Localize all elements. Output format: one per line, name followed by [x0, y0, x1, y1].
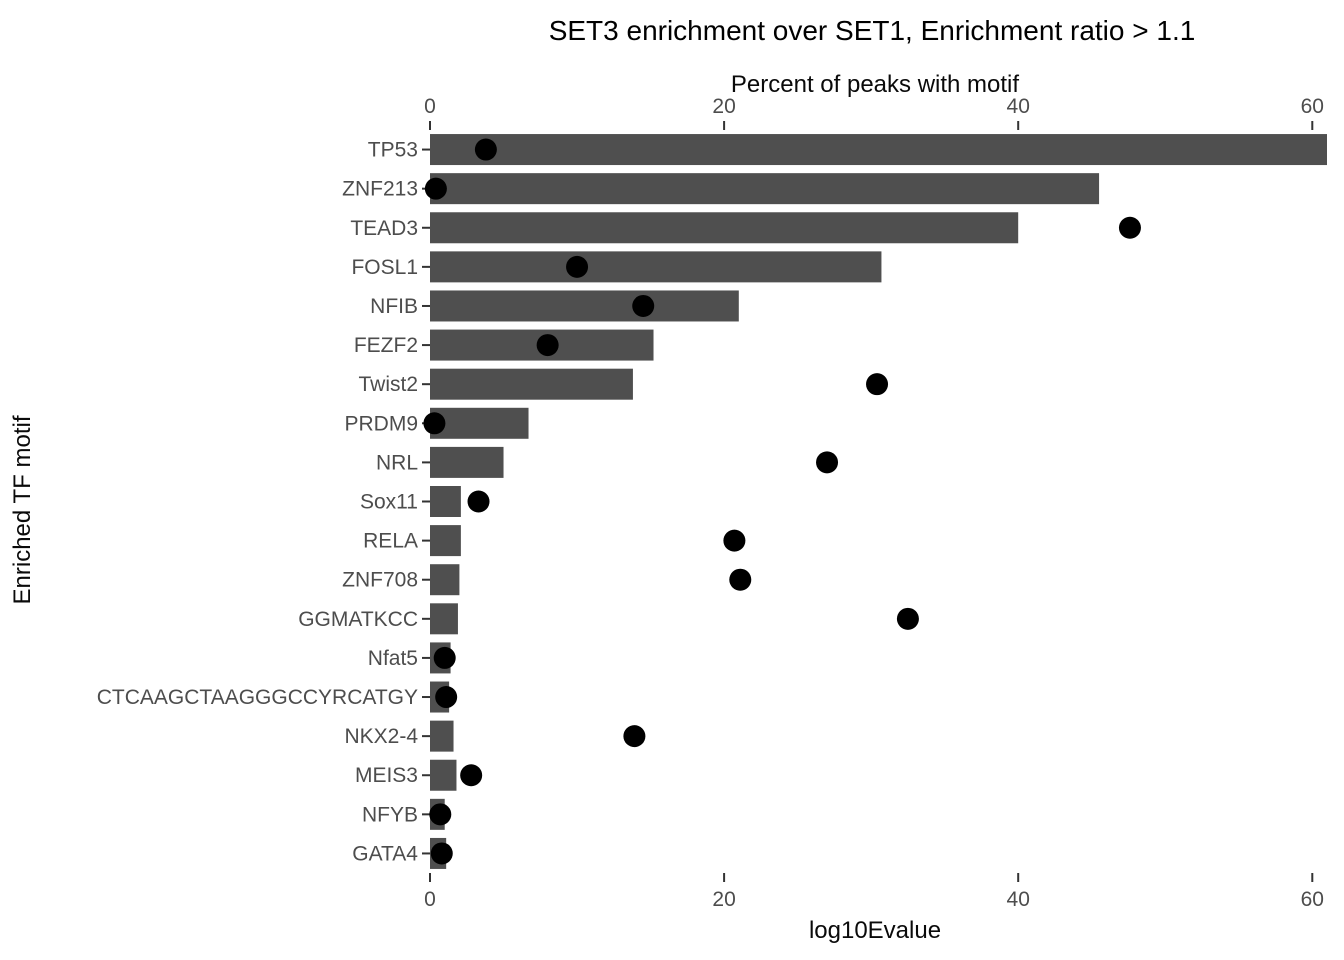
bottom-axis-tick-label: 20 [712, 888, 735, 911]
top-axis-tick-label: 20 [712, 95, 735, 118]
plot-area: 0 0 20 20 40 40 60 60 TP53 ZNF213 TEAD3 FOSL1 NFIB FE… [97, 95, 1327, 911]
bottom-axis-tick-label: 0 [424, 888, 436, 911]
bar-RELA [430, 525, 461, 557]
bar-FOSL1 [430, 251, 882, 283]
point-PRDM9 [423, 412, 446, 435]
category-label: Sox11 [360, 491, 418, 514]
bar-Twist2 [430, 368, 633, 400]
category-label: FEZF2 [354, 334, 418, 357]
category-label: GGMATKCC [298, 608, 418, 631]
point-ZNF708 [729, 568, 752, 591]
point-CTCAAGCTAAGGGCCYRCATGY [435, 686, 458, 709]
category-label: RELA [363, 530, 418, 553]
bottom-axis-tick-label: 40 [1007, 888, 1030, 911]
chart-title: SET3 enrichment over SET1, Enrichment ra… [549, 15, 1196, 46]
point-TP53 [474, 138, 497, 161]
category-label: NRL [376, 451, 418, 474]
category-label: GATA4 [352, 842, 418, 865]
top-axis-label: Percent of peaks with motif [731, 71, 1019, 98]
category-label: FOSL1 [351, 256, 418, 279]
point-FEZF2 [536, 334, 559, 357]
point-Sox11 [467, 490, 490, 513]
point-NKX2-4 [623, 725, 646, 748]
bar-ZNF213 [430, 173, 1100, 205]
point-NFYB [429, 803, 452, 826]
category-label: MEIS3 [355, 764, 418, 787]
category-label: NKX2-4 [344, 725, 418, 748]
top-axis-tick-label: 60 [1301, 95, 1324, 118]
category-label: TEAD3 [350, 217, 418, 240]
bar-TP53 [430, 134, 1327, 166]
bar-PRDM9 [430, 407, 529, 439]
category-label: Nfat5 [368, 647, 418, 670]
bar-GGMATKCC [430, 603, 458, 635]
point-MEIS3 [460, 764, 483, 787]
category-label: NFYB [362, 803, 418, 826]
bar-ZNF708 [430, 564, 460, 596]
category-label: NFIB [370, 295, 418, 318]
category-label: PRDM9 [344, 412, 418, 435]
point-RELA [723, 529, 746, 552]
point-GATA4 [430, 842, 453, 865]
bar-TEAD3 [430, 212, 1019, 244]
bottom-axis-tick-label: 60 [1301, 888, 1324, 911]
category-label: Twist2 [358, 373, 418, 396]
y-axis-label: Enriched TF motif [9, 415, 36, 604]
bar-MEIS3 [430, 759, 457, 791]
point-Nfat5 [433, 646, 456, 669]
bar-Sox11 [430, 486, 461, 517]
bottom-axis-label: log10Evalue [809, 917, 941, 944]
point-NFIB [632, 294, 655, 317]
category-label: CTCAAGCTAAGGGCCYRCATGY [97, 686, 418, 709]
point-NRL [816, 451, 839, 474]
category-label: ZNF213 [342, 178, 418, 201]
top-axis-tick-label: 40 [1007, 95, 1030, 118]
bar-NKX2-4 [430, 720, 454, 752]
point-GGMATKCC [896, 607, 919, 630]
top-axis-tick-label: 0 [424, 95, 436, 118]
point-ZNF213 [424, 177, 447, 200]
category-label: TP53 [368, 139, 418, 162]
point-TEAD3 [1118, 216, 1141, 239]
point-Twist2 [866, 373, 889, 396]
point-FOSL1 [566, 255, 589, 278]
bar-NFIB [430, 290, 739, 322]
bar-NRL [430, 446, 504, 478]
category-label: ZNF708 [342, 569, 418, 592]
